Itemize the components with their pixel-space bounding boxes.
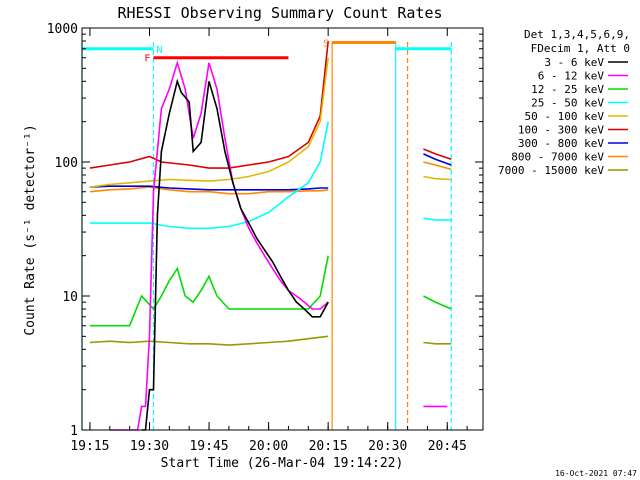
legend-label: 800 - 7000 keV bbox=[511, 151, 604, 164]
x-tick-label: 19:45 bbox=[189, 439, 228, 454]
series-line bbox=[89, 255, 329, 327]
legend-label: 300 - 800 keV bbox=[518, 137, 604, 150]
legend-label: 50 - 100 keV bbox=[525, 110, 605, 123]
y-tick-label: 10 bbox=[62, 290, 78, 305]
legend-label: 25 - 50 keV bbox=[531, 97, 604, 110]
legend-label: 7000 - 15000 keV bbox=[498, 164, 604, 177]
legend-label: 3 - 6 keV bbox=[544, 56, 604, 69]
flag-label-f: F bbox=[144, 54, 150, 65]
chart-title: RHESSI Observing Summary Count Rates bbox=[117, 4, 442, 22]
y-axis: 1 10 100 1000 bbox=[47, 22, 483, 439]
series-line bbox=[423, 175, 452, 181]
x-tick-label: 19:15 bbox=[70, 439, 109, 454]
flag-label-s: S bbox=[323, 38, 329, 49]
x-tick-label: 20:00 bbox=[249, 439, 288, 454]
series-line bbox=[89, 40, 329, 169]
series-line bbox=[423, 153, 452, 166]
legend-label: 12 - 25 keV bbox=[531, 83, 604, 96]
x-tick-label: 20:30 bbox=[368, 439, 407, 454]
series-line bbox=[89, 121, 329, 230]
series-line bbox=[423, 295, 452, 310]
series-line bbox=[141, 78, 329, 431]
x-tick-label: 20:15 bbox=[309, 439, 348, 454]
legend: Det 1,3,4,5,6,9,FDecim 1, Att 03 - 6 keV… bbox=[498, 28, 630, 177]
x-axis-label: Start Time (26-Mar-04 19:14:22) bbox=[161, 456, 404, 471]
flag-label-n: N bbox=[156, 45, 162, 56]
x-tick-label: 19:30 bbox=[130, 439, 169, 454]
legend-header-line: FDecim 1, Att 0 bbox=[531, 42, 630, 55]
series-line bbox=[89, 57, 329, 188]
series-line bbox=[109, 60, 329, 431]
y-axis-label: Count Rate (s⁻¹ detector⁻¹) bbox=[23, 124, 38, 335]
series-line bbox=[89, 185, 329, 191]
x-tick-label: 20:45 bbox=[428, 439, 467, 454]
y-tick-label: 1 bbox=[70, 424, 78, 439]
series-line bbox=[423, 341, 452, 345]
series-line bbox=[423, 148, 452, 160]
y-tick-label: 100 bbox=[55, 156, 78, 171]
legend-label: 100 - 300 keV bbox=[518, 124, 604, 137]
plot-frame bbox=[81, 27, 484, 431]
timestamp: 16-Oct-2021 07:47 bbox=[555, 469, 637, 478]
y-tick-label: 1000 bbox=[47, 22, 78, 37]
series-line bbox=[89, 186, 329, 195]
series-line bbox=[89, 335, 329, 346]
legend-label: 6 - 12 keV bbox=[538, 70, 605, 83]
legend-header-line: Det 1,3,4,5,6,9, bbox=[524, 28, 630, 41]
series-line bbox=[423, 217, 452, 221]
series-line bbox=[423, 161, 452, 171]
x-axis: 19:15 19:30 19:45 20:00 20:15 20:30 20:45 bbox=[70, 28, 468, 454]
